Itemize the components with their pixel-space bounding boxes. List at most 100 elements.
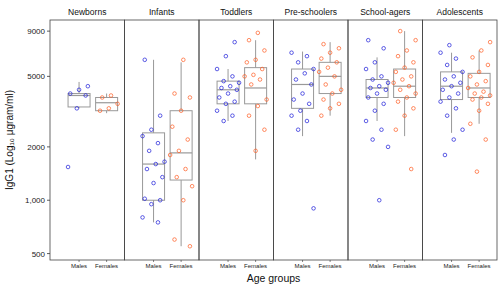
category-label: Females xyxy=(170,263,193,269)
data-point xyxy=(249,83,253,87)
data-point xyxy=(448,96,452,100)
data-point xyxy=(396,54,400,58)
box xyxy=(170,111,192,180)
data-point xyxy=(377,84,381,88)
data-point xyxy=(371,138,375,142)
data-point xyxy=(380,128,384,132)
data-point xyxy=(384,88,388,92)
data-point xyxy=(186,138,190,142)
data-point xyxy=(290,51,294,55)
whisker-high xyxy=(330,42,331,62)
y-tick-label: 1,000 xyxy=(25,196,46,205)
category-label: Females xyxy=(95,263,118,269)
panel-frame xyxy=(199,20,274,260)
whisker-high xyxy=(106,94,107,98)
data-point xyxy=(175,175,179,179)
data-point xyxy=(231,114,235,118)
data-point xyxy=(84,94,88,98)
marks xyxy=(66,29,492,248)
whisker-low xyxy=(404,97,405,136)
x-tick xyxy=(330,260,331,262)
strip-label: School-agers xyxy=(360,7,410,17)
category-label: Males xyxy=(220,263,236,269)
data-point xyxy=(294,78,298,82)
data-point xyxy=(320,114,324,118)
whisker-high xyxy=(302,52,303,69)
data-point xyxy=(231,75,235,79)
data-point xyxy=(256,31,260,35)
data-point xyxy=(182,198,186,202)
data-point xyxy=(233,100,237,104)
data-point xyxy=(147,149,151,153)
data-point xyxy=(482,90,486,94)
data-point xyxy=(143,197,147,201)
panel-frame xyxy=(274,20,349,260)
data-point xyxy=(403,66,407,70)
box xyxy=(68,94,90,107)
data-point xyxy=(373,109,377,113)
x-tick xyxy=(181,260,182,262)
data-point xyxy=(364,119,368,123)
y-tick-label: 2000 xyxy=(27,143,45,152)
whisker-low xyxy=(181,180,182,246)
x-tick xyxy=(79,260,80,262)
data-point xyxy=(405,96,409,100)
whisker-low xyxy=(377,97,378,121)
x-tick xyxy=(153,260,154,262)
data-point xyxy=(258,78,262,82)
median xyxy=(245,87,267,88)
data-point xyxy=(226,92,230,96)
data-point xyxy=(364,67,368,71)
data-point xyxy=(222,119,226,123)
median xyxy=(468,87,490,88)
data-point xyxy=(445,114,449,118)
data-point xyxy=(307,102,311,106)
data-point xyxy=(86,84,90,88)
data-point xyxy=(337,47,341,51)
data-point xyxy=(254,149,258,153)
data-point xyxy=(366,96,370,100)
data-point xyxy=(398,29,402,33)
data-point xyxy=(152,181,156,185)
strip-label: Pre-schoolers xyxy=(285,7,337,17)
whisker-low xyxy=(302,108,303,136)
data-point xyxy=(163,160,167,164)
data-point xyxy=(380,75,384,79)
data-point xyxy=(471,56,475,60)
data-point xyxy=(179,109,183,113)
whisker-low xyxy=(479,97,480,123)
data-point xyxy=(461,70,465,74)
data-point xyxy=(488,94,492,98)
data-point xyxy=(247,114,251,118)
data-point xyxy=(439,51,443,55)
median xyxy=(319,76,341,77)
data-point xyxy=(477,70,481,74)
y-tick xyxy=(47,146,50,147)
box xyxy=(468,73,490,97)
data-point xyxy=(77,88,81,92)
whisker-high xyxy=(181,62,182,110)
data-point xyxy=(263,49,267,53)
median xyxy=(394,86,416,87)
box xyxy=(143,133,165,200)
y-axis-label: IgG1 (Log₁₀ μgram/ml) xyxy=(4,90,15,190)
strip-label: Adolescents xyxy=(437,7,483,17)
data-point xyxy=(109,94,113,98)
data-point xyxy=(254,58,258,62)
y-tick-label: 5000 xyxy=(27,72,45,81)
data-point xyxy=(224,102,228,106)
category-label: Females xyxy=(468,263,491,269)
data-point xyxy=(260,67,264,71)
data-point xyxy=(337,102,341,106)
data-point xyxy=(398,88,402,92)
data-point xyxy=(156,221,160,225)
whisker-high xyxy=(377,57,378,79)
chart: 5001,000200050009000IgG1 (Log₁₀ μgram/ml… xyxy=(0,0,504,288)
data-point xyxy=(107,107,111,111)
data-point xyxy=(171,125,175,129)
whisker-high xyxy=(228,69,229,81)
data-point xyxy=(222,79,226,83)
median xyxy=(170,152,192,153)
y-tick xyxy=(47,253,50,254)
data-point xyxy=(141,216,145,220)
